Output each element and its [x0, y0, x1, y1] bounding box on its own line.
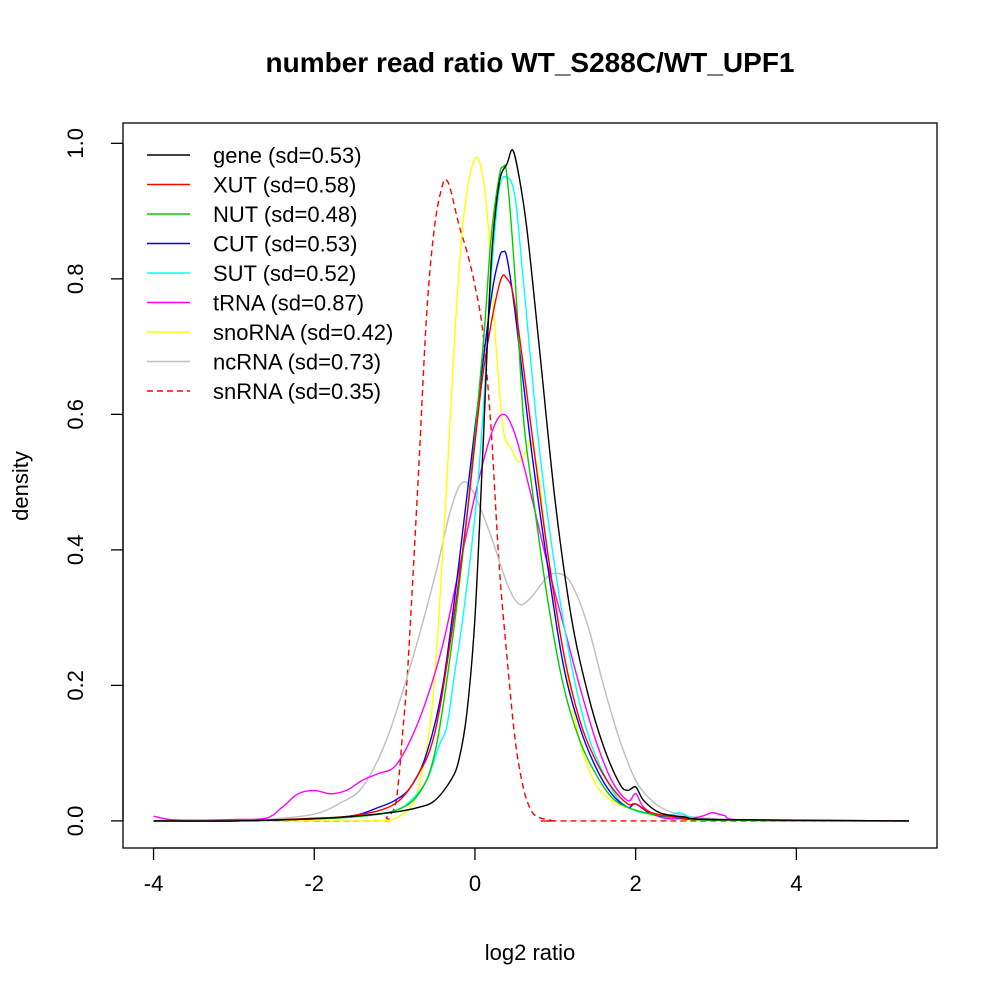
y-tick-label: 1.0 [63, 128, 88, 159]
legend-label: snoRNA (sd=0.42) [213, 320, 393, 345]
x-tick-label: -2 [304, 871, 324, 896]
y-axis-label: density [8, 451, 33, 521]
series-line [153, 274, 909, 822]
chart-title: number read ratio WT_S288C/WT_UPF1 [265, 47, 794, 78]
legend-label: NUT (sd=0.48) [213, 202, 357, 227]
y-axis: 0.0 0.2 0.4 0.6 0.8 1.0 [63, 128, 124, 837]
legend-label: gene (sd=0.53) [213, 143, 362, 168]
series-line [153, 149, 909, 822]
x-tick-label: 2 [630, 871, 642, 896]
legend-label: XUT (sd=0.58) [213, 173, 356, 198]
legend-label: snRNA (sd=0.35) [213, 379, 381, 404]
legend-label: ncRNA (sd=0.73) [213, 350, 381, 375]
series-line [153, 413, 909, 822]
series-line [153, 250, 909, 822]
series-layer [153, 149, 909, 822]
series-line [153, 480, 909, 822]
x-axis-label: log2 ratio [485, 940, 576, 965]
y-tick-label: 0.2 [63, 670, 88, 701]
y-tick-label: 0.0 [63, 806, 88, 837]
legend-label: tRNA (sd=0.87) [213, 291, 364, 316]
series-line [153, 164, 909, 822]
x-tick-label: 0 [469, 871, 481, 896]
legend-label: CUT (sd=0.53) [213, 232, 357, 257]
y-tick-label: 0.6 [63, 399, 88, 430]
y-tick-label: 0.4 [63, 535, 88, 566]
legend: gene (sd=0.53) XUT (sd=0.58) NUT (sd=0.48)… [147, 143, 393, 404]
y-tick-label: 0.8 [63, 264, 88, 295]
series-line [153, 156, 909, 822]
x-tick-label: -4 [144, 871, 164, 896]
legend-label: SUT (sd=0.52) [213, 261, 356, 286]
x-tick-label: 4 [790, 871, 802, 896]
x-axis: -4 -2 0 2 4 [144, 847, 803, 896]
series-line [153, 178, 909, 822]
